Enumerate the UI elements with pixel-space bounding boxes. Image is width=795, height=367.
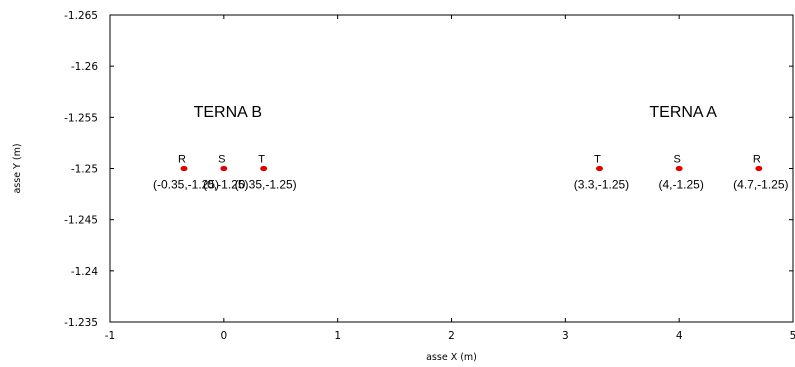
y-axis-label: asse Y (m) [12, 143, 23, 193]
phase-label: S [218, 154, 225, 166]
y-tick-label: -1.25 [71, 164, 98, 176]
x-tick-label: -1 [105, 330, 115, 342]
y-tick-label: -1.255 [64, 112, 98, 124]
data-points: R (-0.35,-1.25) S (0,-1.25) T (0.35,-1.25) T (3… [153, 154, 789, 192]
y-tick-label: -1.265 [64, 10, 98, 22]
coord-label: (0.35,-1.25) [235, 178, 297, 192]
phase-label: S [673, 154, 680, 166]
phase-label: R [178, 154, 186, 166]
x-tick-label: 1 [334, 330, 341, 342]
x-tick-label: 2 [448, 330, 455, 342]
data-point [675, 165, 683, 172]
y-tick-label: -1.245 [64, 215, 98, 227]
data-point [260, 165, 268, 172]
coord-label: (-0.35,-1.25) [153, 178, 219, 192]
x-axis: -1 0 1 2 3 4 5 [105, 15, 795, 342]
data-point [180, 165, 188, 172]
coord-label: (0,-1.25) [203, 178, 248, 192]
phase-label: R [753, 154, 761, 166]
y-tick-label: -1.235 [64, 317, 98, 329]
data-point [595, 165, 603, 172]
y-tick-label: -1.24 [71, 266, 98, 278]
x-axis-label: asse X (m) [426, 352, 477, 363]
group-labels: TERNA B TERNA A [194, 104, 718, 121]
data-point [755, 165, 763, 172]
group-label: TERNA B [194, 104, 262, 121]
data-point [220, 165, 228, 172]
phase-label: T [594, 154, 601, 166]
phase-label: T [258, 154, 265, 166]
group-label: TERNA A [649, 104, 717, 121]
x-tick-label: 0 [220, 330, 227, 342]
coord-label: (4,-1.25) [658, 178, 703, 192]
x-tick-label: 3 [562, 330, 569, 342]
coord-label: (3.3,-1.25) [574, 178, 629, 192]
coord-label: (4.7,-1.25) [733, 178, 788, 192]
x-tick-label: 4 [676, 330, 683, 342]
y-axis: -1.265 -1.26 -1.255 -1.25 -1.245 -1.24 -1.235 [64, 10, 793, 329]
y-tick-label: -1.26 [71, 61, 98, 73]
plot-area [109, 14, 794, 323]
x-tick-label: 5 [790, 330, 795, 342]
